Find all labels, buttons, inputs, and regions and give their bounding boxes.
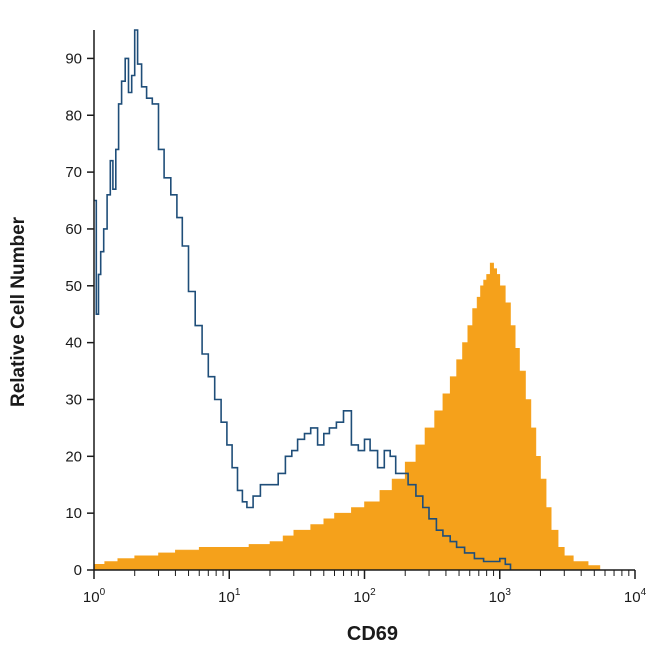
x-tick-label: 100 <box>83 587 106 606</box>
series-activated-area <box>93 262 601 571</box>
y-tick-label: 80 <box>65 107 82 124</box>
x-axis-title: CD69 <box>347 623 398 645</box>
y-tick-label: 10 <box>65 505 82 522</box>
y-tick-label: 90 <box>65 50 82 67</box>
y-tick-label: 50 <box>65 278 82 295</box>
x-tick-label: 102 <box>353 587 376 606</box>
series-layer <box>93 29 601 571</box>
y-axis-title: Relative Cell Number <box>8 216 29 407</box>
y-tick-label: 70 <box>65 164 82 181</box>
axes-layer: 0 10 20 30 40 50 60 70 80 90 100 101 102 103 104 <box>65 30 647 606</box>
y-tick-label: 20 <box>65 448 82 465</box>
x-tick-label: 103 <box>489 587 512 606</box>
x-tick-label: 101 <box>218 587 241 606</box>
y-tick-label: 30 <box>65 391 82 408</box>
y-tick-label: 40 <box>65 335 82 352</box>
series-control-line <box>94 29 512 570</box>
x-tick-label: 104 <box>624 587 647 606</box>
y-tick-label: 60 <box>65 221 82 238</box>
y-tick-label: 0 <box>74 562 82 579</box>
